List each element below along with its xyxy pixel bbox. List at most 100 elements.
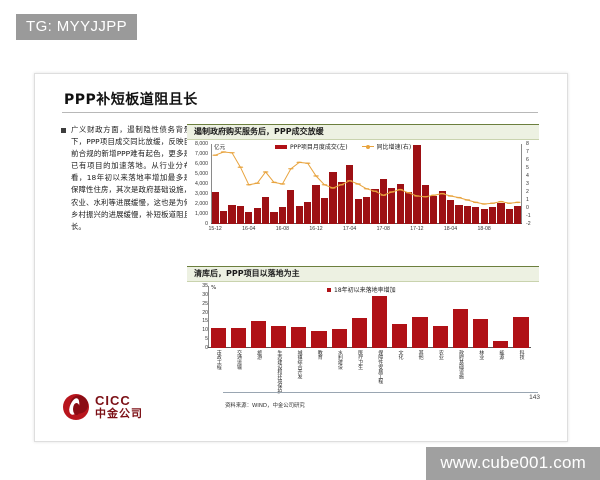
bar	[287, 189, 295, 224]
bar	[372, 295, 388, 348]
bar	[220, 211, 228, 224]
y-axis-right-ticks: 8 7 6 5 4 3 2 1 0 -1 -2	[526, 141, 531, 227]
legend-swatch-bar-icon	[275, 144, 287, 149]
y-axis-right-line	[521, 144, 522, 224]
x-tick-label: 保障性安居工程	[377, 350, 384, 384]
bar	[514, 206, 522, 224]
y-axis-left-ticks: 8,000 7,000 6,000 5,000 4,000 3,000 2,00…	[195, 141, 208, 227]
bullet-paragraph: 广义财政方面，遏制隐性债务背景下，PPP项目成交同比放缓，反映目前合规的新增PP…	[71, 125, 191, 231]
bar	[228, 205, 236, 224]
bar	[513, 316, 529, 348]
bar	[304, 201, 312, 224]
logo-text-en: CICC	[95, 393, 131, 408]
site-watermark: www.cube001.com	[426, 447, 600, 480]
bullet-text-column: 广义财政方面，遏制隐性债务背景下，PPP项目成交同比放缓，反映目前合规的新增PP…	[61, 124, 191, 233]
bar	[291, 326, 307, 348]
telegram-tag-watermark: TG: MYYJJPP	[16, 14, 138, 40]
x-tick-label: 17-12	[410, 226, 424, 232]
bar	[472, 318, 489, 348]
bar	[351, 318, 367, 348]
bar	[421, 185, 429, 224]
x-tick-label: 其他	[417, 350, 424, 360]
plot-region-2	[208, 286, 531, 348]
x-tick-label: 18-08	[477, 226, 491, 232]
legend-label-landing: 18年初以来落地率增加	[334, 287, 396, 294]
chart-title-ppp-monthly: 遏制政府购买服务后，PPP成交放缓	[187, 124, 539, 140]
bar	[230, 327, 246, 348]
page-title: PPP补短板道阻且长	[64, 92, 198, 108]
bar	[210, 328, 226, 348]
logo-text-cn: 中金公司	[95, 407, 143, 420]
bar-series-landing-rate	[208, 286, 531, 348]
bar	[262, 196, 270, 224]
bar	[253, 208, 261, 224]
bar	[452, 309, 468, 348]
bar	[432, 326, 448, 348]
bar	[413, 145, 421, 224]
x-axis-line-2	[208, 347, 531, 348]
bar	[480, 208, 488, 224]
bar	[311, 331, 327, 348]
bar	[250, 321, 267, 348]
x-tick-label: 科技	[518, 350, 525, 360]
bar	[379, 179, 387, 224]
bar	[404, 192, 413, 224]
bar	[438, 191, 446, 224]
x-tick-label: 能源	[498, 350, 505, 360]
bar	[493, 340, 509, 348]
bar	[331, 328, 347, 348]
plot-area-ppp-monthly: 8,000 7,000 6,000 5,000 4,000 3,000 2,00…	[187, 140, 539, 232]
y-axis-left-unit: 亿元	[214, 145, 226, 151]
legend-item-landing: 18年初以来落地率增加	[327, 285, 396, 294]
y-axis-unit-2: %	[211, 285, 217, 291]
bar	[396, 183, 404, 224]
bar	[412, 317, 428, 348]
x-tick-label: 林业	[478, 350, 485, 360]
x-tick-label: 17-08	[376, 226, 390, 232]
bar	[245, 211, 253, 224]
bar	[455, 205, 463, 224]
list-item: 广义财政方面，遏制隐性债务背景下，PPP项目成交同比放缓，反映目前合规的新增PP…	[61, 124, 191, 233]
bar	[337, 182, 345, 224]
bar	[489, 207, 497, 224]
bar	[271, 325, 287, 348]
x-tick-label: 17-04	[343, 226, 357, 232]
title-divider	[62, 112, 538, 113]
bar	[362, 197, 371, 224]
bar	[270, 212, 278, 224]
chart-landing-rate: 清库后，PPP项目以落地为主 35 30 25 20 15 10 5 0 % 1…	[187, 266, 539, 397]
x-tick-label: 文化	[397, 350, 404, 360]
y-axis-line-2	[208, 286, 209, 348]
x-tick-label: 15-12	[208, 226, 222, 232]
x-tick-label: 交通运输	[235, 350, 242, 370]
bar	[320, 198, 329, 224]
line-series-yoy-growth	[212, 151, 521, 205]
x-tick-label: 政府基础设施	[458, 350, 465, 379]
bar	[497, 203, 505, 224]
bar	[472, 206, 480, 224]
bar	[392, 323, 408, 348]
x-tick-label: 16-12	[309, 226, 323, 232]
x-tick-label: 城镇综合开发	[296, 350, 303, 379]
bar	[430, 196, 438, 224]
plot-area-landing-rate: 35 30 25 20 15 10 5 0 % 18年初以来落地率增加	[187, 282, 539, 397]
bar	[329, 172, 337, 224]
cicc-logo: CICC 中金公司	[63, 394, 143, 420]
x-tick-label: 水利建设	[336, 350, 343, 370]
legend-item-bars: PPP项目月度成交(左)	[275, 142, 348, 151]
chart-ppp-monthly: 遏制政府购买服务后，PPP成交放缓 8,000 7,000 6,000 5,00…	[187, 124, 539, 232]
x-tick-label: 16-08	[275, 226, 290, 232]
legend-swatch-square-icon	[327, 287, 331, 292]
x-tick-label: 农业	[437, 350, 444, 360]
bar	[446, 200, 455, 224]
y-axis-ticks-2: 35 30 25 20 15 10 5 0	[202, 283, 208, 351]
x-tick-label: 教育	[316, 350, 323, 360]
bar	[236, 205, 245, 224]
bar	[278, 207, 287, 224]
bullet-square-icon	[61, 128, 66, 133]
bar	[388, 188, 396, 224]
bar-series-ppp-monthly	[211, 144, 522, 224]
bar	[463, 206, 471, 224]
x-tick-label: 医疗卫生	[357, 350, 364, 370]
cicc-logo-mark-icon	[63, 394, 89, 420]
